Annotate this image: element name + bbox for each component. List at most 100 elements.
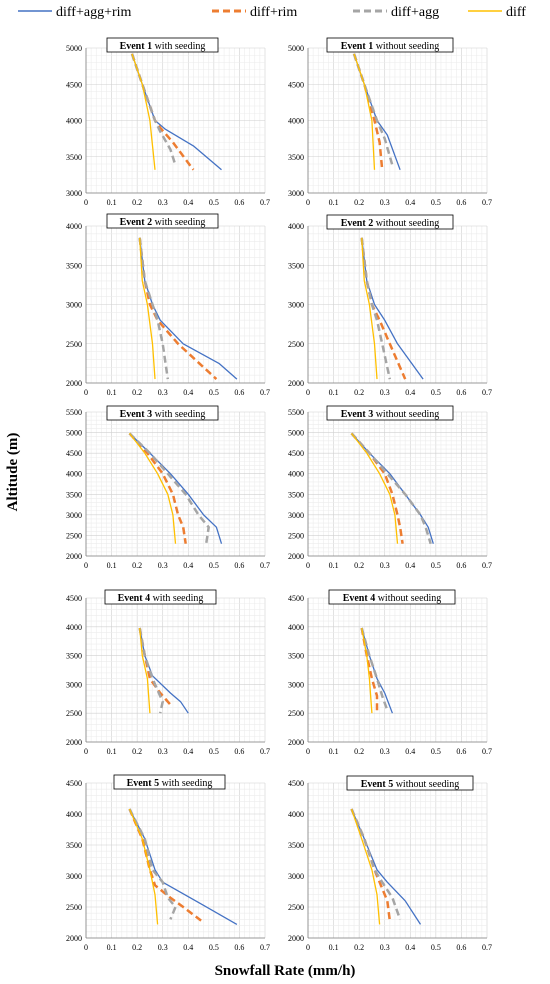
y-tick-label: 2000 — [66, 552, 82, 561]
panel-title-box — [326, 37, 454, 53]
x-tick-label: 0.1 — [107, 388, 117, 397]
x-tick-label: 0.2 — [132, 943, 142, 952]
y-tick-label: 4000 — [66, 810, 82, 819]
panel-title: Event 1 without seeding — [341, 41, 440, 52]
x-axis-title: Snowfall Rate (mm/h) — [215, 963, 356, 979]
y-tick-label: 2000 — [288, 738, 304, 747]
x-tick-label: 0.4 — [183, 388, 193, 397]
x-tick-label: 0.5 — [431, 388, 441, 397]
panel-title-condition: without seeding — [393, 779, 459, 790]
x-tick-label: 0.2 — [354, 388, 364, 397]
x-tick-label: 0.1 — [107, 747, 117, 756]
legend-item-diff-agg-rim: diff+agg+rim — [18, 5, 132, 20]
panel-title-condition: without seeding — [375, 593, 441, 604]
series-line-diff-rim — [128, 432, 187, 544]
panel-event-3-with-seeding: 0 0.1 0.2 0.3 0.4 0.5 0.6 0.7 2000 2500 3000 3500 40… — [66, 405, 270, 570]
x-tick-label: 0.5 — [431, 198, 441, 207]
y-tick-label: 3500 — [288, 490, 304, 499]
x-tick-label: 0.7 — [482, 561, 492, 570]
x-tick-label: 0.7 — [260, 198, 270, 207]
x-tick-label: 0.4 — [405, 561, 415, 570]
y-tick-label: 3000 — [66, 301, 82, 310]
y-tick-label: 3000 — [288, 301, 304, 310]
y-tick-label: 5000 — [288, 429, 304, 438]
panel-title-box — [106, 37, 219, 53]
x-tick-label: 0.6 — [456, 747, 466, 756]
x-tick-label: 0.5 — [431, 747, 441, 756]
y-tick-label: 3500 — [66, 652, 82, 661]
y-tick-label: 3000 — [66, 189, 82, 198]
x-tick-label: 0 — [306, 561, 310, 570]
x-tick-label: 0.6 — [234, 943, 244, 952]
y-tick-label: 3000 — [288, 189, 304, 198]
x-tick-label: 0.3 — [158, 388, 168, 397]
y-tick-label: 3000 — [66, 872, 82, 881]
x-tick-label: 0.1 — [329, 198, 339, 207]
y-tick-label: 2500 — [288, 340, 304, 349]
x-tick-label: 0.4 — [405, 388, 415, 397]
x-tick-label: 0.5 — [431, 943, 441, 952]
x-tick-label: 0.2 — [354, 943, 364, 952]
panel-title-box — [106, 213, 219, 229]
series-line-diff-agg — [138, 237, 170, 380]
x-tick-label: 0.4 — [405, 747, 415, 756]
x-tick-label: 0.3 — [158, 561, 168, 570]
panel-title-box — [346, 775, 474, 791]
y-tick-label: 3500 — [66, 490, 82, 499]
grid — [85, 225, 266, 384]
y-tick-label: 3500 — [288, 652, 304, 661]
x-tick-label: 0.7 — [260, 943, 270, 952]
y-tick-label: 3500 — [66, 261, 82, 270]
x-tick-label: 0.1 — [107, 561, 117, 570]
legend: diff+agg+rim diff+rim diff+agg diff — [18, 5, 526, 20]
y-tick-label: 2000 — [66, 934, 82, 943]
x-tick-label: 0.2 — [354, 747, 364, 756]
y-tick-label: 4000 — [66, 623, 82, 632]
y-tick-label: 4000 — [288, 117, 304, 126]
y-tick-label: 2500 — [66, 709, 82, 718]
x-tick-label: 0.2 — [132, 747, 142, 756]
panels: 0 0.1 0.2 0.3 0.4 0.5 0.6 0.7 3000 3500 4000 4500 50… — [66, 37, 492, 952]
x-tick-label: 0.5 — [209, 561, 219, 570]
x-tick-label: 0 — [84, 747, 88, 756]
x-tick-label: 0.7 — [482, 747, 492, 756]
x-tick-label: 0.2 — [354, 561, 364, 570]
panel-title-box — [113, 774, 226, 790]
panel-event-3-without-seeding: 0 0.1 0.2 0.3 0.4 0.5 0.6 0.7 2000 2500 3000 3500 40… — [288, 405, 492, 570]
x-tick-label: 0.5 — [209, 747, 219, 756]
y-tick-label: 2500 — [288, 709, 304, 718]
x-tick-label: 0.7 — [260, 388, 270, 397]
x-tick-label: 0.4 — [183, 943, 193, 952]
grid — [85, 47, 266, 194]
series-line-diff-agg-rim — [139, 237, 238, 380]
series-line-diff — [131, 53, 156, 170]
x-tick-label: 0 — [306, 388, 310, 397]
legend-label: diff+agg — [391, 5, 439, 20]
panel-title-box — [104, 589, 217, 605]
y-tick-label: 2000 — [288, 552, 304, 561]
x-tick-label: 0.3 — [380, 198, 390, 207]
panel-title-event: Event 3 — [120, 409, 153, 420]
x-tick-label: 0.7 — [482, 198, 492, 207]
x-tick-label: 0.1 — [329, 747, 339, 756]
grid — [307, 782, 488, 939]
y-tick-label: 3500 — [288, 261, 304, 270]
series-line-diff — [361, 627, 373, 714]
legend-item-diff-rim: diff+rim — [212, 5, 297, 20]
x-tick-label: 0.6 — [456, 388, 466, 397]
x-tick-label: 0.7 — [260, 561, 270, 570]
series-line-diff-agg — [350, 432, 432, 545]
y-tick-label: 4000 — [66, 222, 82, 231]
series-line-diff — [139, 237, 156, 380]
x-tick-label: 0.6 — [456, 198, 466, 207]
panel-title: Event 5 with seeding — [127, 778, 213, 789]
y-tick-label: 4500 — [288, 80, 304, 89]
y-tick-label: 4500 — [66, 449, 82, 458]
x-tick-label: 0 — [84, 388, 88, 397]
y-tick-label: 3000 — [66, 511, 82, 520]
panel-event-1-with-seeding: 0 0.1 0.2 0.3 0.4 0.5 0.6 0.7 3000 3500 4000 4500 50… — [66, 37, 270, 207]
panel-title-condition: with seeding — [152, 409, 205, 420]
y-tick-label: 4500 — [288, 779, 304, 788]
series-line-diff-agg — [138, 627, 164, 714]
x-tick-label: 0.1 — [107, 198, 117, 207]
